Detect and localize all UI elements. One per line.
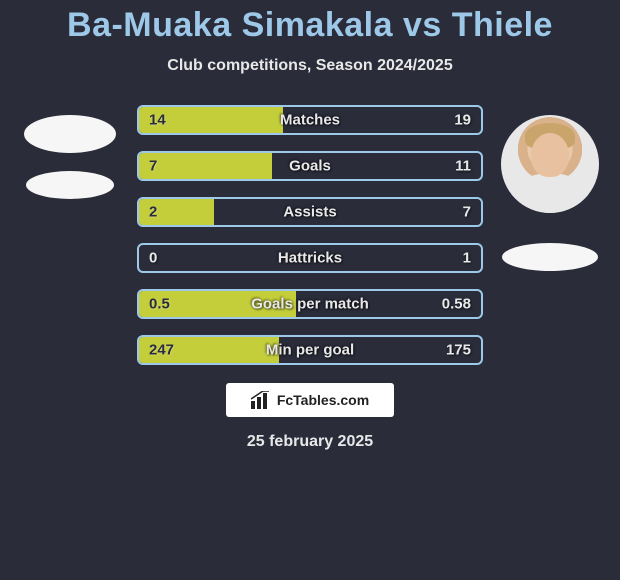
stat-right-value: 1 [463, 250, 471, 267]
stat-right-value: 11 [455, 158, 471, 175]
stat-bar-goals: 7 Goals 11 [137, 151, 483, 181]
player-right-badge-placeholder [502, 243, 598, 271]
page-title: Ba-Muaka Simakala vs Thiele [0, 6, 620, 45]
stat-label: Hattricks [278, 250, 342, 267]
stat-bar-min-per-goal: 247 Min per goal 175 [137, 335, 483, 365]
stat-bar-matches: 14 Matches 19 [137, 105, 483, 135]
stat-right-value: 0.58 [442, 296, 471, 313]
player-right-column [500, 115, 600, 271]
stat-bar-goals-per-match: 0.5 Goals per match 0.58 [137, 289, 483, 319]
stat-bar-fill [139, 153, 272, 179]
stat-label: Goals per match [251, 296, 369, 313]
stat-bar-assists: 2 Assists 7 [137, 197, 483, 227]
player-right-avatar [501, 115, 599, 213]
stat-left-value: 247 [149, 342, 174, 359]
stat-bars: 14 Matches 19 7 Goals 11 2 Assists 7 0 H… [137, 105, 483, 365]
stat-bar-hattricks: 0 Hattricks 1 [137, 243, 483, 273]
subtitle: Club competitions, Season 2024/2025 [0, 57, 620, 75]
stat-left-value: 0.5 [149, 296, 170, 313]
player-left-badge-placeholder [26, 171, 114, 199]
stat-right-value: 19 [454, 112, 471, 129]
stat-left-value: 0 [149, 250, 157, 267]
brand-text: FcTables.com [277, 392, 369, 408]
comparison-widget: Ba-Muaka Simakala vs Thiele Club competi… [0, 0, 620, 580]
stat-right-value: 175 [446, 342, 471, 359]
stat-right-value: 7 [463, 204, 471, 221]
stat-left-value: 7 [149, 158, 157, 175]
stat-left-value: 2 [149, 204, 157, 221]
brand-link[interactable]: FcTables.com [226, 383, 394, 417]
stat-label: Matches [280, 112, 340, 129]
date-text: 25 february 2025 [0, 433, 620, 451]
stat-label: Min per goal [266, 342, 354, 359]
stat-label: Assists [283, 204, 336, 221]
player-left-avatar-placeholder [24, 115, 116, 153]
bars-icon [251, 391, 271, 409]
stat-label: Goals [289, 158, 331, 175]
stat-left-value: 14 [149, 112, 166, 129]
player-left-column [20, 115, 120, 199]
